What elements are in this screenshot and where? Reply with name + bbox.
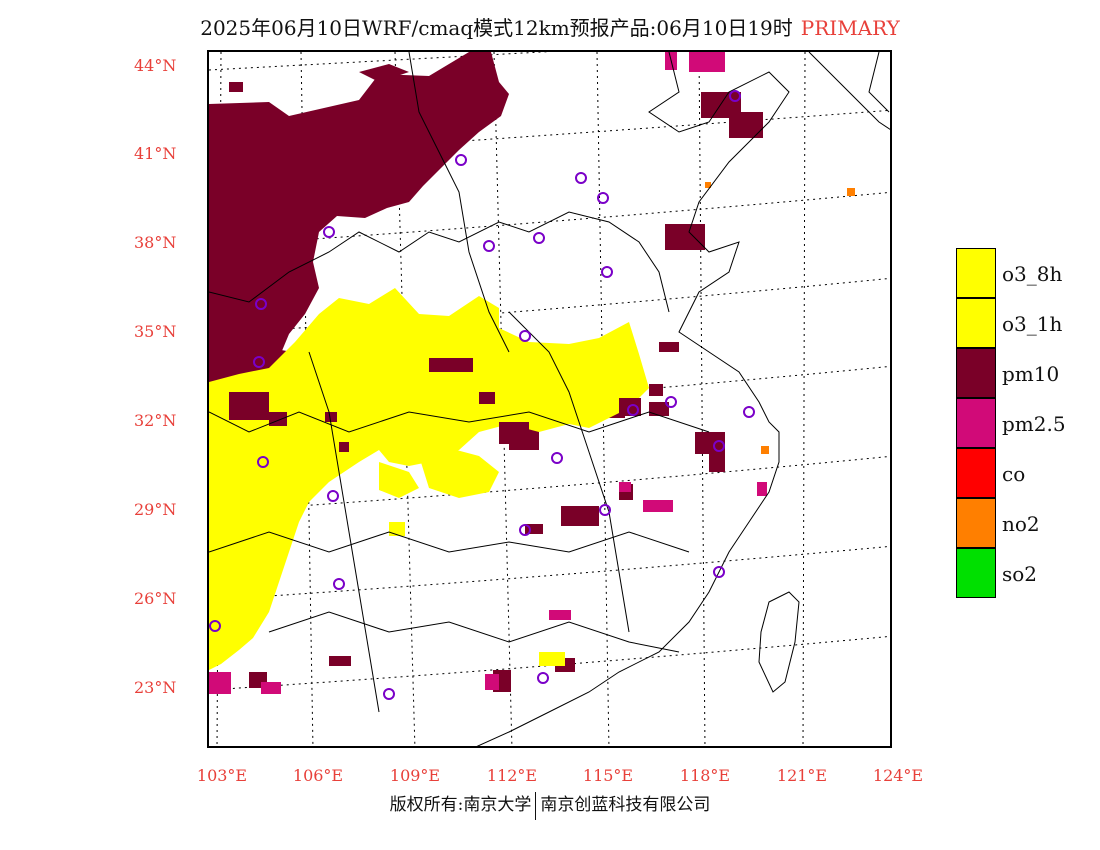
legend-label: no2 xyxy=(1002,512,1040,536)
legend-swatch xyxy=(956,298,996,348)
lon-label-112: 112°E xyxy=(486,766,538,785)
copyright-divider xyxy=(535,791,537,820)
legend-label: pm10 xyxy=(1002,362,1060,386)
lon-label-115: 115°E xyxy=(582,766,634,785)
legend-swatch xyxy=(956,548,996,598)
legend-label: o3_8h xyxy=(1002,262,1063,286)
lat-label-38: 38°N xyxy=(134,233,177,252)
lon-label-121: 121°E xyxy=(776,766,828,785)
no2-spots xyxy=(705,182,855,454)
lon-label-103: 103°E xyxy=(196,766,248,785)
pollutant-map xyxy=(207,50,892,748)
lat-label-32: 32°N xyxy=(134,411,177,430)
map-title: 2025年06月10日WRF/cmaq模式12km预报产品:06月10日19时 P… xyxy=(0,12,1100,41)
legend-swatch xyxy=(956,448,996,498)
map-canvas xyxy=(209,52,890,746)
lat-label-29: 29°N xyxy=(134,500,177,519)
title-tag: PRIMARY xyxy=(800,16,900,40)
lon-label-124: 124°E xyxy=(872,766,924,785)
copyright-right: 南京创蓝科技有限公司 xyxy=(540,795,711,815)
legend-swatch xyxy=(956,248,996,298)
lat-label-44: 44°N xyxy=(134,56,177,75)
legend-swatch xyxy=(956,348,996,398)
lon-label-106: 106°E xyxy=(292,766,344,785)
legend-label: co xyxy=(1002,462,1026,486)
copyright-footer: 版权所有:南京大学 南京创蓝科技有限公司 xyxy=(0,790,1100,820)
legend-label: o3_1h xyxy=(1002,312,1063,336)
lat-label-35: 35°N xyxy=(134,322,177,341)
lat-label-26: 26°N xyxy=(134,589,177,608)
legend-label: so2 xyxy=(1002,562,1038,586)
lon-label-118: 118°E xyxy=(679,766,731,785)
title-main: 2025年06月10日WRF/cmaq模式12km预报产品:06月10日19时 xyxy=(200,16,793,40)
lat-label-41: 41°N xyxy=(134,144,177,163)
lon-label-109: 109°E xyxy=(389,766,441,785)
city-markers xyxy=(209,90,755,700)
legend-label: pm2.5 xyxy=(1002,412,1066,436)
pm10-spots xyxy=(229,342,679,452)
copyright-left: 版权所有:南京大学 xyxy=(389,795,532,815)
legend-swatch xyxy=(956,398,996,448)
lat-label-23: 23°N xyxy=(134,678,177,697)
boundaries xyxy=(209,52,890,746)
legend-swatch xyxy=(956,498,996,548)
